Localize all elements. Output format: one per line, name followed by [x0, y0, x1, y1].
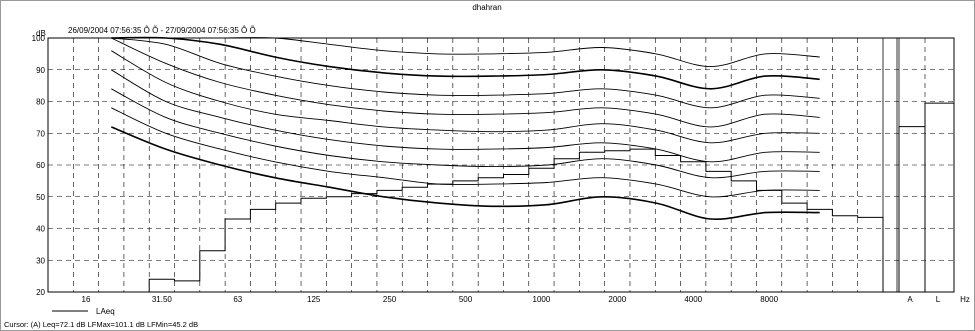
x-tick-label: 4000 [684, 295, 702, 304]
contour-curve [111, 37, 820, 128]
laeq-step-line [48, 148, 884, 293]
cursor-readout: Cursor: (A) Leq=72.1 dB LFMax=101.1 dB L… [4, 320, 198, 329]
chart-title: dhahran [472, 3, 501, 12]
y-tick-label: 90 [36, 66, 45, 75]
x-tick-label: 125 [307, 295, 321, 304]
linear-total-bar [924, 102, 954, 127]
x-tick-label: 1000 [533, 295, 551, 304]
x-tick-label: 500 [459, 295, 473, 304]
period-text: 26/09/2004 07:56:35 Ô Õ - 27/09/2004 07:… [68, 26, 256, 35]
contour-curve [111, 37, 820, 68]
contour-curve [111, 107, 820, 198]
y-tick-label: 60 [36, 161, 45, 170]
contour-curve [111, 37, 820, 109]
contour-curve [111, 50, 820, 144]
y-tick-label: 30 [36, 256, 45, 265]
x-axis-ticks: 16 31.50 63 125 250 500 1000 2000 4000 8000 A L Hz [82, 295, 970, 304]
legend-label: LAeq [96, 307, 115, 316]
x-tick-label: Hz [960, 295, 970, 304]
y-axis-unit: dB [36, 29, 46, 38]
y-tick-label: 80 [36, 98, 45, 107]
x-tick-label: 63 [233, 295, 242, 304]
x-tick-label: A [907, 295, 913, 304]
a-weighted-total-bar [898, 126, 926, 292]
y-tick-label: 40 [36, 225, 45, 234]
legend: LAeq [52, 307, 115, 316]
contour-curve [111, 36, 820, 90]
x-tick-label: 250 [383, 295, 397, 304]
plot-area [47, 36, 955, 293]
x-tick-label: L [936, 295, 941, 304]
y-tick-label: 70 [36, 129, 45, 138]
x-tick-label: 31.50 [152, 295, 173, 304]
y-tick-label: 20 [36, 288, 45, 297]
y-tick-label: 50 [36, 193, 45, 202]
contour-curve [111, 88, 820, 179]
contour-curve [110, 126, 820, 221]
x-tick-label: 8000 [760, 295, 778, 304]
x-tick-label: 2000 [608, 295, 626, 304]
y-axis-ticks: 20 30 40 50 60 70 80 90 100 [32, 34, 46, 297]
x-tick-label: 16 [82, 295, 91, 304]
y-tick-label: 100 [32, 34, 46, 43]
